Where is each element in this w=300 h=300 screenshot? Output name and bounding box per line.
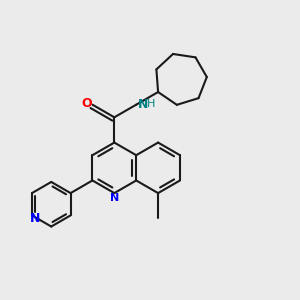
Text: H: H bbox=[147, 99, 155, 109]
Text: N: N bbox=[30, 212, 40, 226]
Text: O: O bbox=[82, 97, 92, 110]
Text: N: N bbox=[110, 193, 119, 202]
Text: N: N bbox=[138, 98, 148, 111]
